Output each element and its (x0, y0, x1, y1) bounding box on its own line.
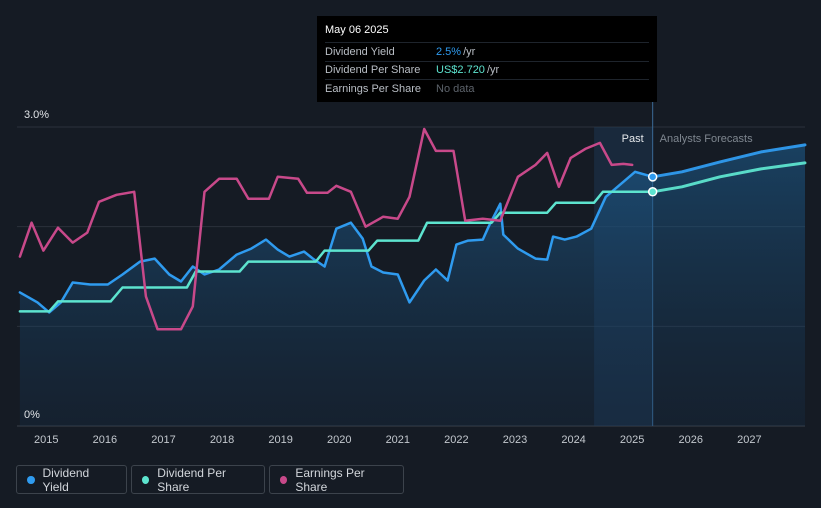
earnings-per-share-line[interactable] (18, 127, 634, 331)
dividend-yield-area (19, 171, 653, 426)
tooltip: May 06 2025 Dividend Yield 2.5% /yr Divi… (317, 16, 657, 102)
legend-label: Dividend Yield (42, 465, 90, 494)
dividend-yield-forecast-area (652, 144, 805, 426)
tooltip-label: Earnings Per Share (325, 82, 421, 95)
x-tick-label: 2019 (268, 434, 292, 446)
y-tick-label: 3.0% (24, 109, 49, 121)
y-tick-label: 0% (24, 409, 40, 421)
tooltip-label: Dividend Yield (325, 45, 395, 58)
x-tick-label: 2017 (151, 434, 175, 446)
legend-label: Dividend Per Share (157, 465, 226, 494)
tooltip-row-dividend-yield: Dividend Yield 2.5% /yr (325, 42, 649, 61)
forecast-region-label: Analysts Forecasts (660, 133, 753, 145)
dividend-yield-forecast-line[interactable] (651, 143, 807, 179)
dividend-yield-marker (647, 172, 658, 182)
x-tick-label: 2016 (93, 434, 117, 446)
dividend-per-share-line[interactable] (18, 190, 654, 313)
x-tick-label: 2027 (737, 434, 761, 446)
tooltip-label: Dividend Per Share (325, 64, 421, 77)
x-tick-label: 2024 (561, 434, 585, 446)
legend-label: Earnings Per Share (295, 465, 365, 494)
x-tick-label: 2022 (444, 434, 468, 446)
tooltip-value: US$2.720 (436, 64, 485, 77)
past-region-label: Past (622, 133, 644, 145)
x-tick-label: 2023 (503, 434, 527, 446)
tooltip-date: May 06 2025 (325, 24, 389, 36)
x-tick-label: 2025 (620, 434, 644, 446)
x-tick-label: 2015 (34, 434, 58, 446)
dividend-per-share-forecast-line[interactable] (651, 161, 807, 194)
dot-icon (142, 475, 150, 484)
x-tick-label: 2020 (327, 434, 351, 446)
legend-item-dividend-per-share[interactable]: Dividend Per Share (131, 465, 265, 494)
dot-icon (27, 475, 35, 484)
tooltip-value: 2.5% (436, 45, 462, 58)
dividend-per-share-marker (647, 187, 658, 197)
legend-item-dividend-yield[interactable]: Dividend Yield (16, 465, 127, 494)
legend-item-earnings-per-share[interactable]: Earnings Per Share (269, 465, 404, 494)
tooltip-row-dividend-per-share: Dividend Per Share US$2.720 /yr (325, 60, 649, 80)
tooltip-row-earnings-per-share: Earnings Per Share No data (325, 79, 649, 98)
dot-icon (280, 475, 288, 484)
tooltip-value: No data (436, 82, 475, 95)
x-tick-label: 2021 (386, 434, 410, 446)
x-tick-label: 2026 (679, 434, 703, 446)
tooltip-unit: /yr (486, 64, 500, 77)
tooltip-unit: /yr (463, 45, 476, 58)
x-tick-label: 2018 (210, 434, 234, 446)
